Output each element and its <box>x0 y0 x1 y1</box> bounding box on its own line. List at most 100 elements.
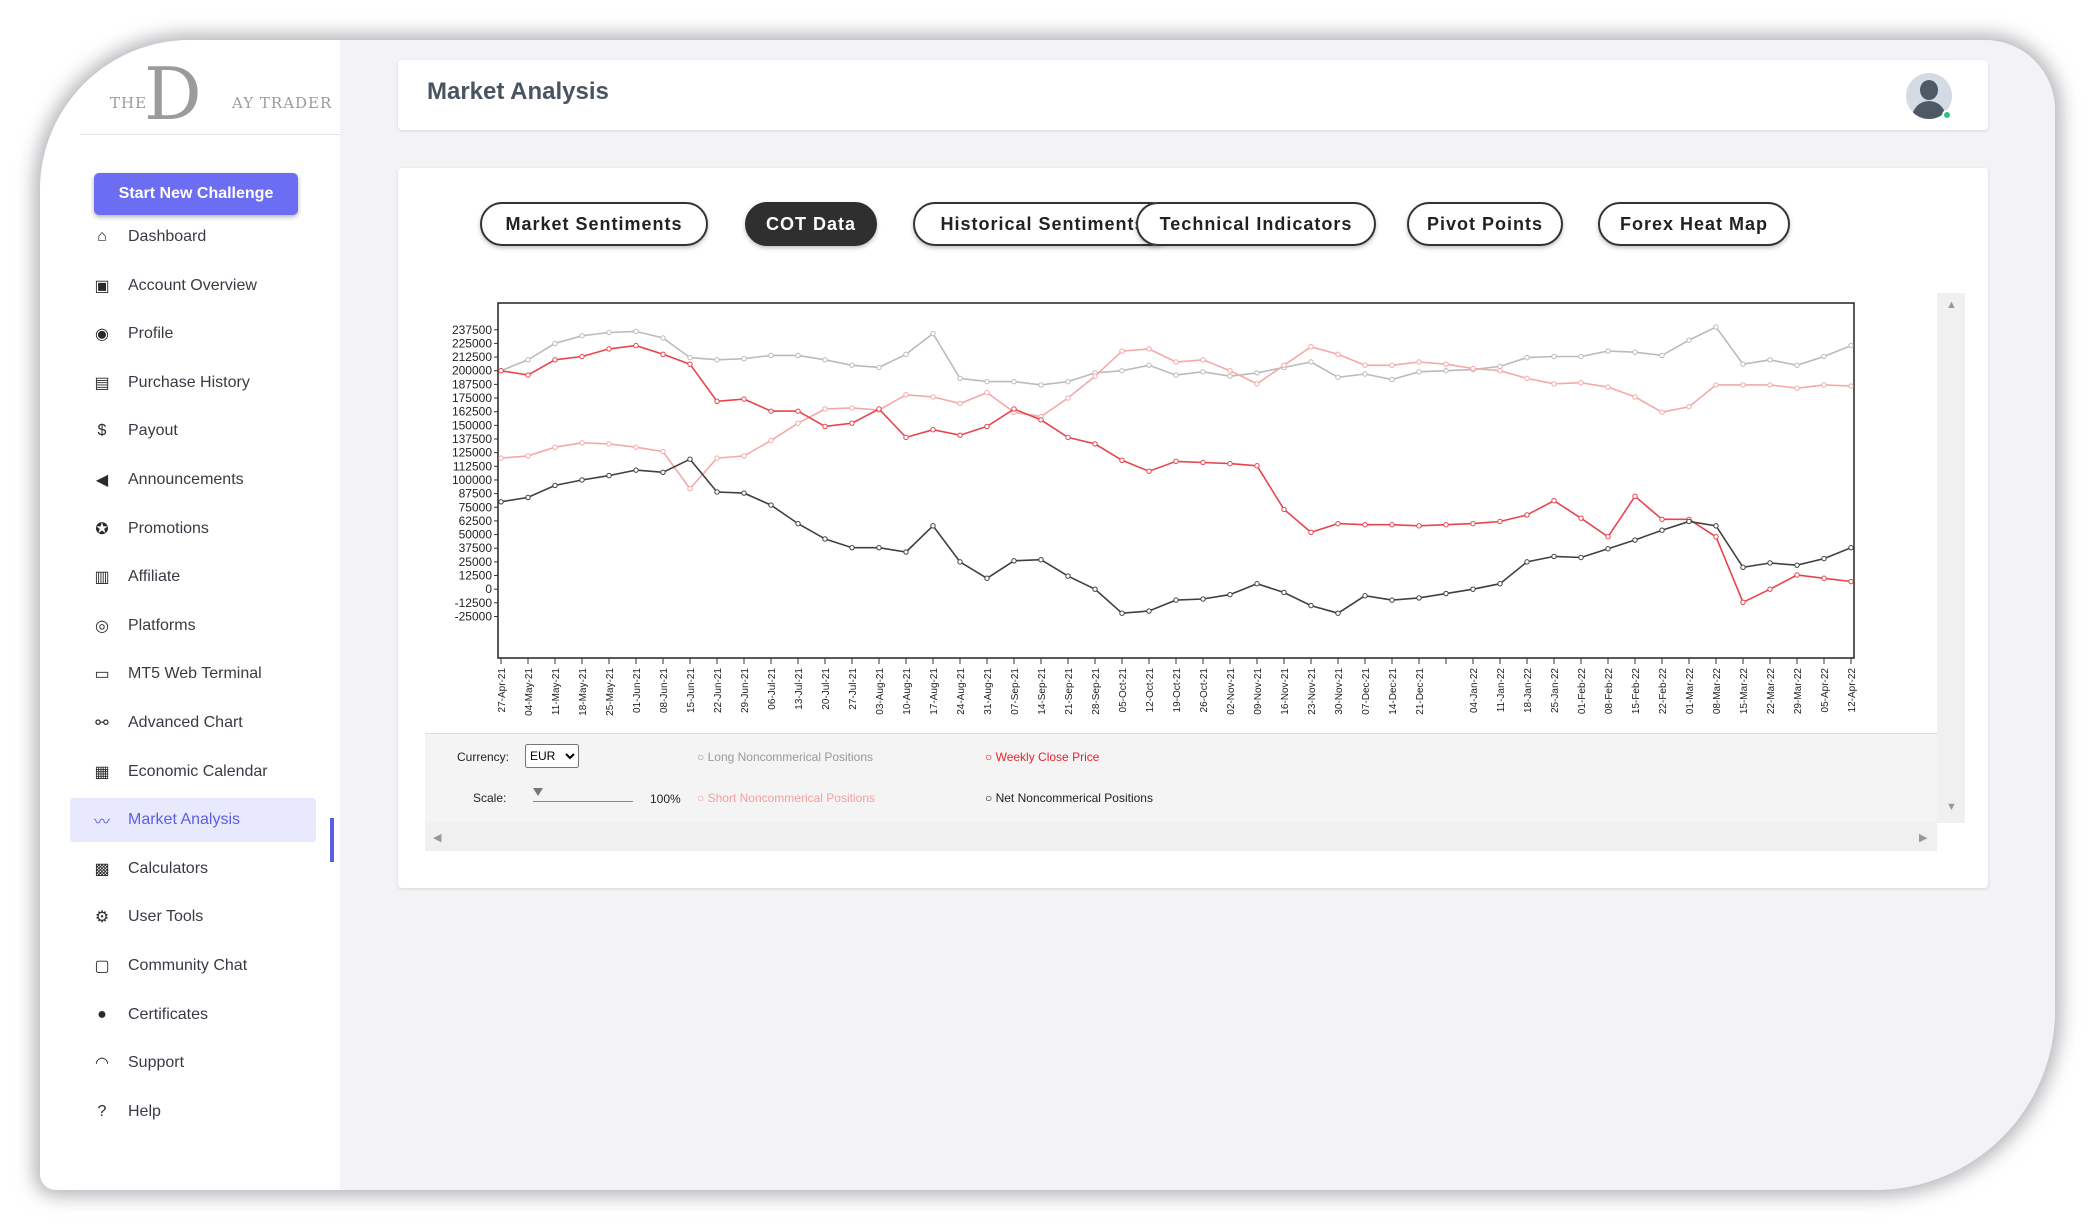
x-tick-label: 20-Jul-21 <box>821 668 832 710</box>
legend-price[interactable]: ○ Weekly Close Price <box>985 750 1100 764</box>
data-point-net <box>1281 589 1287 596</box>
data-point-price <box>1227 460 1233 467</box>
data-point-short <box>768 437 774 444</box>
receipt-icon: ▤ <box>94 375 110 392</box>
sidebar-item-advanced-chart[interactable]: ⚯ Advanced Chart <box>70 701 316 745</box>
data-point-price <box>1821 575 1827 581</box>
legend-short[interactable]: ○ Short Noncommerical Positions <box>697 791 875 805</box>
currency-select[interactable]: EUR <box>525 744 579 768</box>
data-point-short <box>1686 404 1692 410</box>
tab-market-sentiments[interactable]: Market Sentiments <box>480 202 708 246</box>
sidebar-item-community-chat[interactable]: ▢ Community Chat <box>70 944 316 988</box>
sidebar-item-purchase-history[interactable]: ▤ Purchase History <box>70 361 316 405</box>
data-point-net <box>714 489 720 495</box>
data-point-long <box>957 375 963 382</box>
x-tick-label: 08-Jun-21 <box>659 668 670 713</box>
scale-slider[interactable] <box>533 788 633 802</box>
avatar-head-icon <box>1920 80 1938 100</box>
data-point-long <box>1686 337 1692 343</box>
tab-forex-heat-map[interactable]: Forex Heat Map <box>1598 202 1790 246</box>
sidebar-item-mt5-web-terminal[interactable]: ▭ MT5 Web Terminal <box>70 652 316 696</box>
sidebar-item-label: Dashboard <box>128 228 207 245</box>
sidebar-item-market-analysis[interactable]: 〰 Market Analysis <box>70 798 316 842</box>
vertical-scrollbar[interactable]: ▲ ▼ <box>1937 293 1965 823</box>
data-point-net <box>1524 559 1530 565</box>
scroll-right-icon[interactable]: ▶ <box>1919 832 1928 844</box>
y-tick-label: 200000 <box>452 364 492 378</box>
tab-cot-data[interactable]: COT Data <box>745 202 877 246</box>
data-point-long <box>1578 353 1584 360</box>
data-point-net <box>1605 546 1611 552</box>
sidebar-item-help[interactable]: ? Help <box>70 1090 316 1134</box>
sidebar-item-profile[interactable]: ◉ Profile <box>70 312 316 356</box>
data-point-net <box>1686 518 1692 525</box>
scroll-down-icon[interactable]: ▼ <box>1946 801 1957 813</box>
help-icon: ? <box>97 1103 107 1120</box>
y-tick-label: 187500 <box>452 377 492 391</box>
data-point-long <box>1524 354 1530 361</box>
sidebar-item-calculators[interactable]: ▩ Calculators <box>70 847 316 891</box>
data-point-price <box>552 357 558 363</box>
megaphone-icon: ◀ <box>95 472 109 489</box>
x-tick-label: 24-Aug-21 <box>956 668 967 715</box>
horizontal-scrollbar[interactable]: ◀ ▶ <box>425 823 1937 851</box>
sidebar-item-promotions[interactable]: ✪ Promotions <box>70 507 316 551</box>
home-icon: ⌂ <box>97 228 107 245</box>
x-tick-label: 05-Oct-21 <box>1118 668 1129 713</box>
sidebar-item-economic-calendar[interactable]: ▦ Economic Calendar <box>70 750 316 794</box>
scale-slider-handle[interactable] <box>533 788 543 796</box>
sidebar-item-dashboard[interactable]: ⌂ Dashboard <box>70 215 316 259</box>
sidebar-item-label: Help <box>128 1103 161 1120</box>
sidebar-item-announcements[interactable]: ◀ Announcements <box>70 458 316 502</box>
sidebar-item-payout[interactable]: $ Payout <box>70 409 316 453</box>
page-title: Market Analysis <box>427 78 609 105</box>
data-point-short <box>1578 380 1584 386</box>
data-point-short <box>606 441 612 447</box>
x-tick-label: 08-Mar-22 <box>1712 668 1723 715</box>
brand-logo[interactable]: THE D AY TRADER <box>80 50 340 135</box>
scroll-up-icon[interactable]: ▲ <box>1946 299 1957 311</box>
data-point-short <box>903 392 909 398</box>
sidebar-item-support[interactable]: ◠ Support <box>70 1041 316 1085</box>
data-point-price <box>876 406 882 412</box>
sidebar-item-certificates[interactable]: ● Certificates <box>70 993 316 1037</box>
y-tick-label: 112500 <box>453 459 492 473</box>
legend-net[interactable]: ○ Net Noncommerical Positions <box>985 791 1153 805</box>
data-point-short <box>714 455 720 461</box>
data-point-net <box>984 575 990 581</box>
tab-pivot-points[interactable]: Pivot Points <box>1407 202 1563 246</box>
tab-technical-indicators[interactable]: Technical Indicators <box>1136 202 1376 246</box>
data-point-price <box>1578 515 1584 521</box>
y-tick-label: 87500 <box>459 487 493 501</box>
data-point-price <box>1794 572 1800 578</box>
data-point-long <box>1848 342 1854 349</box>
legend-long[interactable]: ○ Long Noncommerical Positions <box>697 750 874 764</box>
x-tick-label: 14-Dec-21 <box>1388 668 1399 715</box>
data-point-short <box>1443 361 1449 367</box>
x-tick-label: 01-Jun-21 <box>632 668 643 713</box>
x-tick-label: 15-Jun-21 <box>686 668 697 713</box>
data-point-price <box>957 432 963 438</box>
data-point-long <box>1713 324 1719 330</box>
sidebar-item-affiliate[interactable]: ▥ Affiliate <box>70 555 316 599</box>
cot-chart-panel: 237500 225000 212500 200000 187500 175000 1625… <box>425 293 1965 858</box>
x-tick-label: 17-Aug-21 <box>929 668 940 715</box>
scroll-left-icon[interactable]: ◀ <box>433 832 442 844</box>
sidebar-item-platforms[interactable]: ◎ Platforms <box>70 604 316 648</box>
data-point-long <box>1659 352 1665 359</box>
x-tick-label: 03-Aug-21 <box>875 668 886 715</box>
data-point-long <box>822 357 828 363</box>
tab-historical-sentiments[interactable]: Historical Sentiments <box>913 202 1173 246</box>
y-tick-label: 100000 <box>452 473 492 487</box>
start-new-challenge-button[interactable]: Start New Challenge <box>94 173 298 215</box>
sidebar-item-user-tools[interactable]: ⚙ User Tools <box>70 895 316 939</box>
data-point-price <box>1065 434 1071 441</box>
sidebar-item-account-overview[interactable]: ▣ Account Overview <box>70 264 316 308</box>
scale-label: Scale: <box>473 791 507 805</box>
sidebar-item-label: Affiliate <box>128 568 181 585</box>
y-tick-label: 212500 <box>452 350 492 364</box>
x-tick-label: 02-Nov-21 <box>1226 668 1237 715</box>
y-tick-label: -12500 <box>455 596 493 610</box>
y-tick-label: 162500 <box>452 405 492 419</box>
sidebar-item-label: Economic Calendar <box>128 763 268 780</box>
